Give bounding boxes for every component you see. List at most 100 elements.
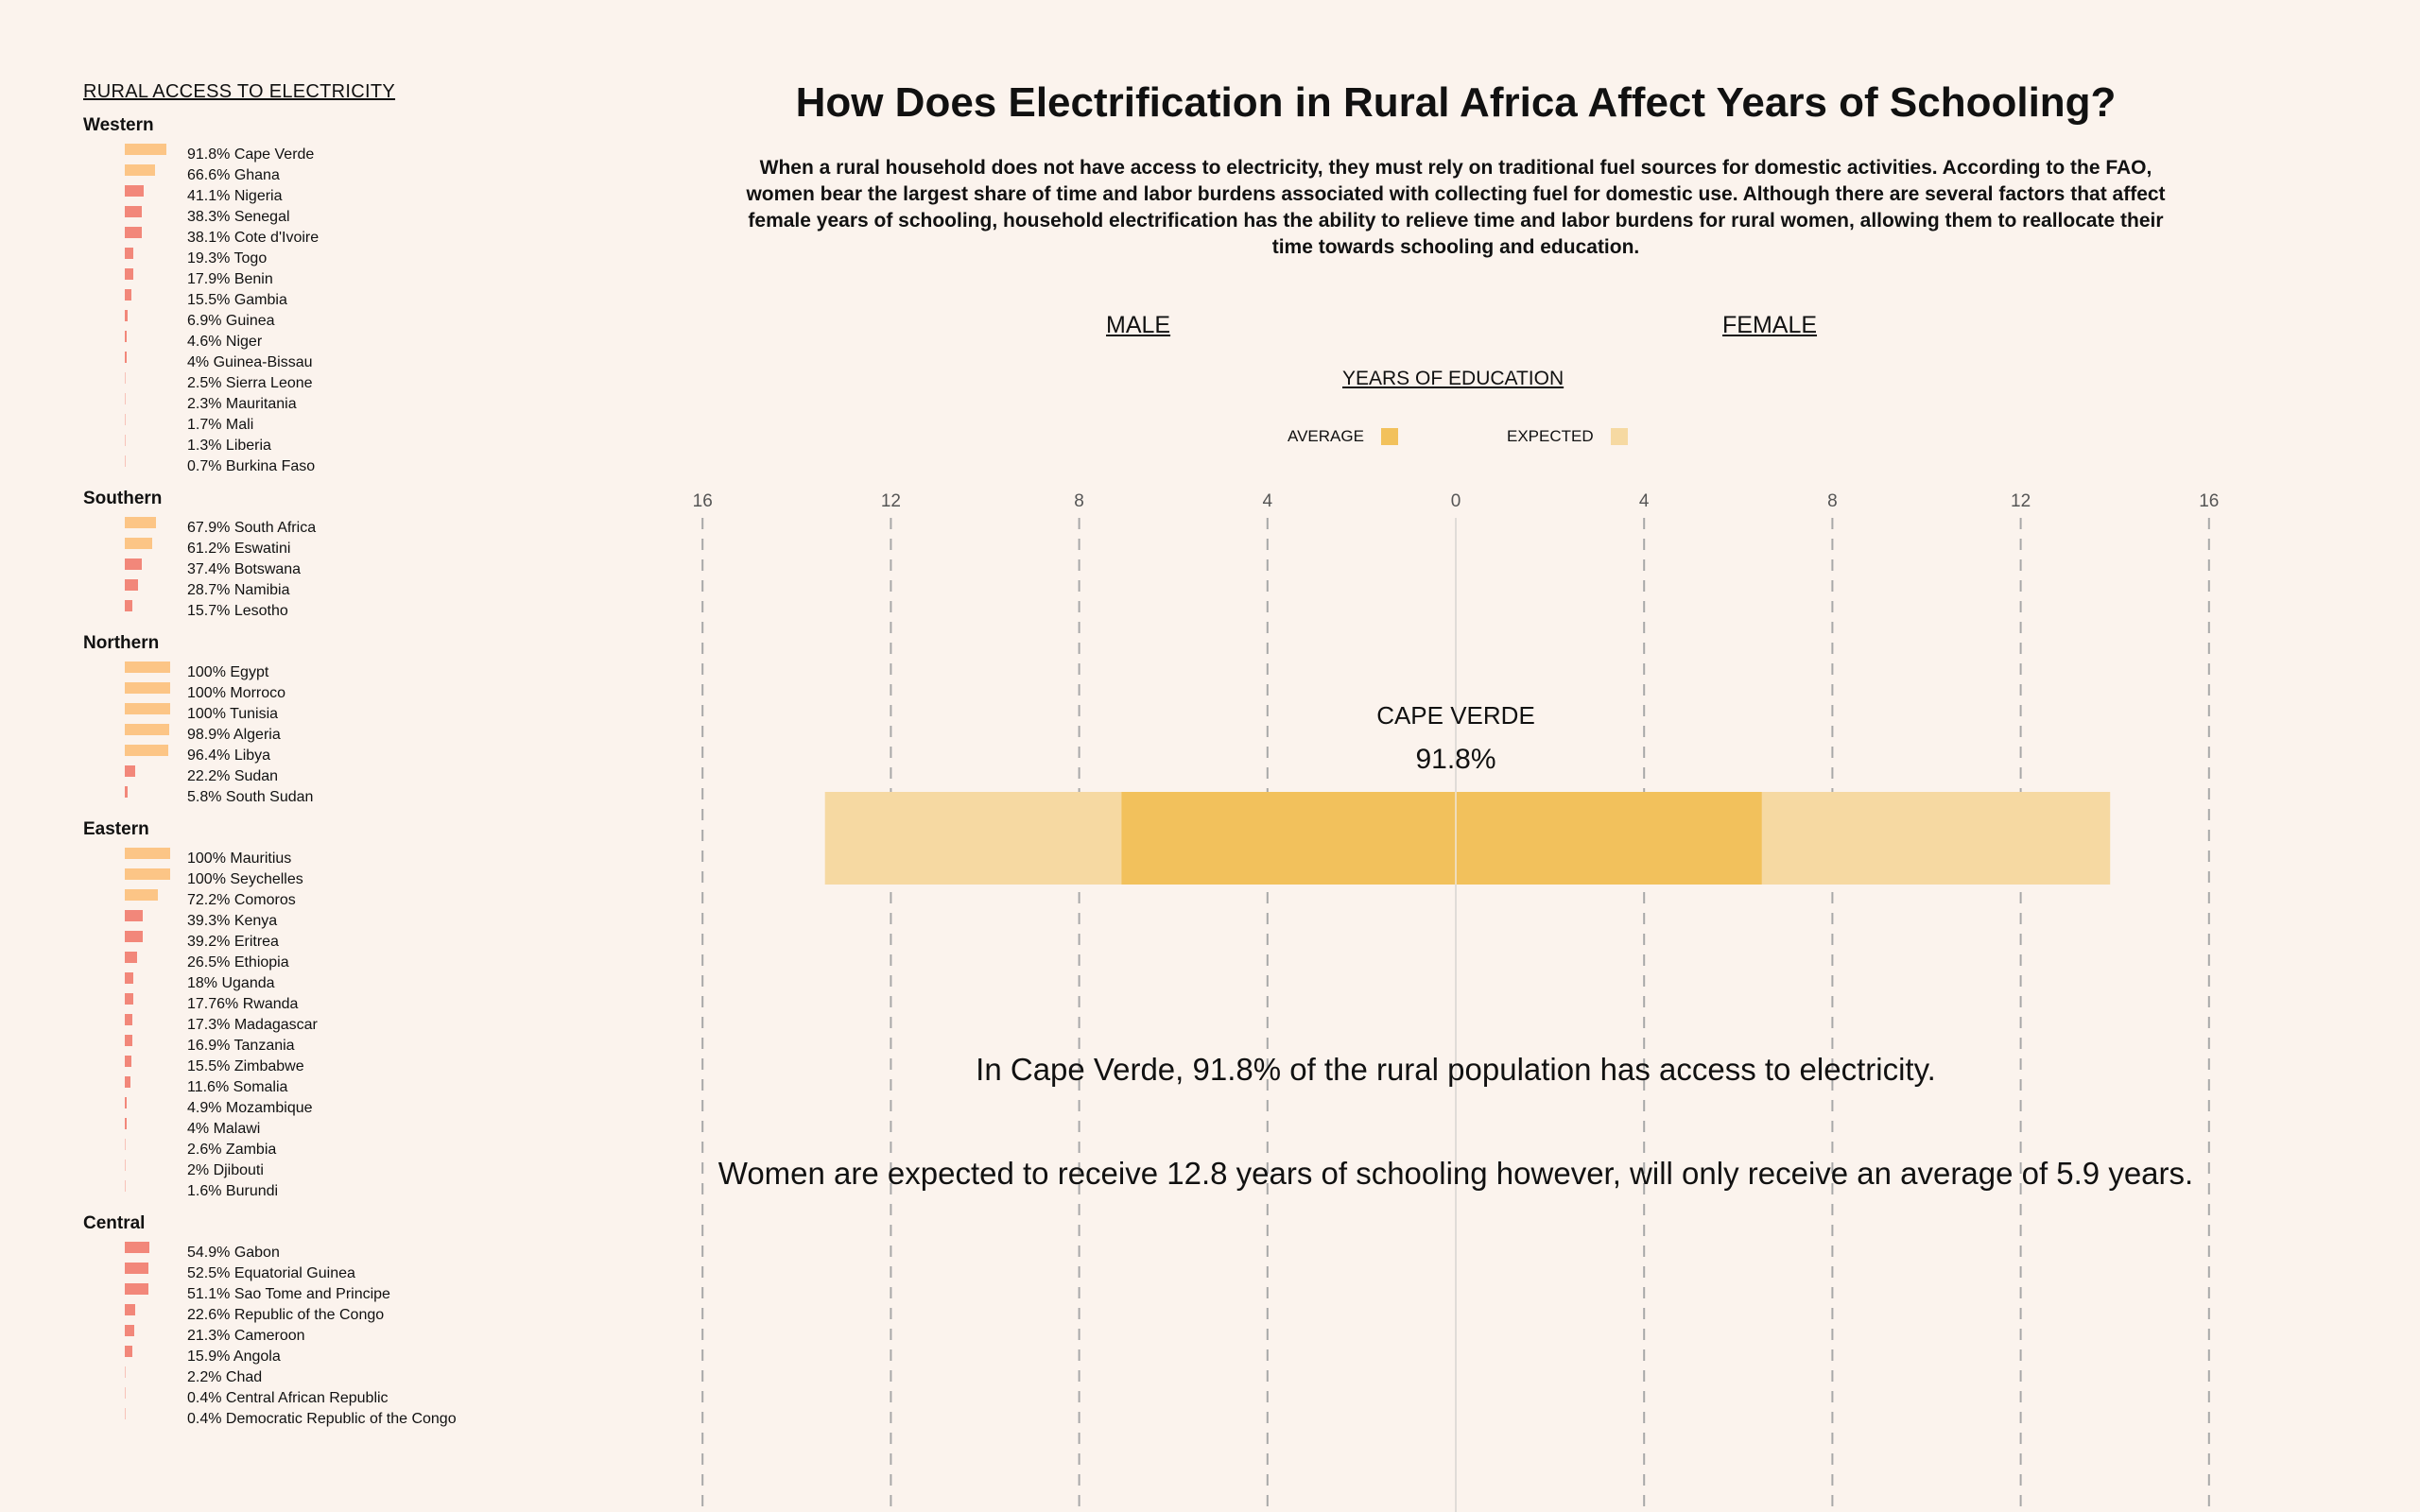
country-row[interactable]: 100% Seychelles <box>83 868 613 889</box>
country-row[interactable]: 39.3% Kenya <box>83 910 613 931</box>
country-row[interactable]: 0.4% Central African Republic <box>83 1387 613 1408</box>
country-access-bar <box>125 1304 135 1315</box>
country-row[interactable]: 2.5% Sierra Leone <box>83 372 613 393</box>
country-row[interactable]: 61.2% Eswatini <box>83 538 613 558</box>
country-label: 39.2% Eritrea <box>187 934 279 950</box>
country-access-bar <box>125 414 126 425</box>
country-row[interactable]: 5.8% South Sudan <box>83 786 613 807</box>
sidebar: RURAL ACCESS TO ELECTRICITY Western 91.8%… <box>83 81 613 1429</box>
country-row[interactable]: 2% Djibouti <box>83 1160 613 1180</box>
country-access-bar <box>125 372 127 384</box>
country-label: 38.3% Senegal <box>187 209 290 225</box>
country-row[interactable]: 1.3% Liberia <box>83 435 613 455</box>
country-access-bar <box>125 703 170 714</box>
country-row[interactable]: 11.6% Somalia <box>83 1076 613 1097</box>
country-row[interactable]: 18% Uganda <box>83 972 613 993</box>
country-row[interactable]: 15.7% Lesotho <box>83 600 613 621</box>
country-row[interactable]: 26.5% Ethiopia <box>83 952 613 972</box>
country-row[interactable]: 28.7% Namibia <box>83 579 613 600</box>
country-row[interactable]: 4% Guinea-Bissau <box>83 352 613 372</box>
country-access-bar <box>125 1408 126 1419</box>
country-row[interactable]: 38.3% Senegal <box>83 206 613 227</box>
country-row[interactable]: 0.7% Burkina Faso <box>83 455 613 476</box>
country-label: 100% Tunisia <box>187 706 279 722</box>
country-label: 0.4% Central African Republic <box>187 1390 389 1406</box>
country-row[interactable]: 4.9% Mozambique <box>83 1097 613 1118</box>
country-label: 1.3% Liberia <box>187 438 271 454</box>
country-access-bar <box>125 1387 126 1399</box>
country-label: 52.5% Equatorial Guinea <box>187 1265 355 1281</box>
country-access-bar <box>125 435 126 446</box>
country-row[interactable]: 17.76% Rwanda <box>83 993 613 1014</box>
country-row[interactable]: 4.6% Niger <box>83 331 613 352</box>
country-row[interactable]: 96.4% Libya <box>83 745 613 765</box>
country-label: 4% Guinea-Bissau <box>187 354 313 370</box>
country-row[interactable]: 15.5% Zimbabwe <box>83 1056 613 1076</box>
country-label: 22.2% Sudan <box>187 768 279 784</box>
country-row[interactable]: 15.5% Gambia <box>83 289 613 310</box>
country-label: 19.3% Togo <box>187 250 268 266</box>
country-row[interactable]: 0.4% Democratic Republic of the Congo <box>83 1408 613 1429</box>
country-row[interactable]: 6.9% Guinea <box>83 310 613 331</box>
page-title: How Does Electrification in Rural Africa… <box>795 79 2117 126</box>
country-row[interactable]: 67.9% South Africa <box>83 517 613 538</box>
country-row[interactable]: 37.4% Botswana <box>83 558 613 579</box>
country-row[interactable]: 100% Morroco <box>83 682 613 703</box>
country-row[interactable]: 100% Mauritius <box>83 848 613 868</box>
axis-title: YEARS OF EDUCATION <box>1342 368 1564 389</box>
country-row[interactable]: 41.1% Nigeria <box>83 185 613 206</box>
country-row[interactable]: 2.6% Zambia <box>83 1139 613 1160</box>
region-name: Western <box>83 115 154 135</box>
country-label: 21.3% Cameroon <box>187 1328 305 1344</box>
country-label: 0.7% Burkina Faso <box>187 458 316 474</box>
country-row[interactable]: 54.9% Gabon <box>83 1242 613 1263</box>
tick-label: 16 <box>693 491 713 511</box>
country-access-bar <box>125 352 127 363</box>
country-row[interactable]: 2.3% Mauritania <box>83 393 613 414</box>
country-row[interactable]: 38.1% Cote d'Ivoire <box>83 227 613 248</box>
country-row[interactable]: 51.1% Sao Tome and Principe <box>83 1283 613 1304</box>
country-row[interactable]: 66.6% Ghana <box>83 164 613 185</box>
country-row[interactable]: 22.6% Republic of the Congo <box>83 1304 613 1325</box>
country-label: 51.1% Sao Tome and Principe <box>187 1286 390 1302</box>
country-access-bar <box>125 144 167 155</box>
country-row[interactable]: 72.2% Comoros <box>83 889 613 910</box>
country-row[interactable]: 17.3% Madagascar <box>83 1014 613 1035</box>
country-row[interactable]: 1.7% Mali <box>83 414 613 435</box>
country-row[interactable]: 1.6% Burundi <box>83 1180 613 1201</box>
country-row[interactable]: 17.9% Benin <box>83 268 613 289</box>
country-access-bar <box>125 393 127 404</box>
country-access-bar <box>125 993 133 1005</box>
region-southern: Southern 67.9% South Africa 61.2% Eswatini… <box>83 489 613 621</box>
country-row[interactable]: 52.5% Equatorial Guinea <box>83 1263 613 1283</box>
country-row[interactable]: 100% Egypt <box>83 662 613 682</box>
legend-average: AVERAGE <box>1288 427 1398 446</box>
country-row[interactable]: 19.3% Togo <box>83 248 613 268</box>
country-row[interactable]: 15.9% Angola <box>83 1346 613 1366</box>
country-label: 18% Uganda <box>187 975 275 991</box>
country-access-bar <box>125 227 143 238</box>
country-label: 15.9% Angola <box>187 1349 281 1365</box>
country-label: 2% Djibouti <box>187 1162 264 1178</box>
description: When a rural household does not have acc… <box>746 157 2166 258</box>
country-row[interactable]: 4% Malawi <box>83 1118 613 1139</box>
country-access-bar <box>125 786 128 798</box>
country-row[interactable]: 2.2% Chad <box>83 1366 613 1387</box>
region-name: Central <box>83 1213 146 1233</box>
country-access-bar <box>125 1283 148 1295</box>
country-label: 22.6% Republic of the Congo <box>187 1307 385 1323</box>
country-row[interactable]: 21.3% Cameroon <box>83 1325 613 1346</box>
country-row[interactable]: 98.9% Algeria <box>83 724 613 745</box>
male-average-bar <box>1121 792 1456 885</box>
country-access-bar <box>125 1366 127 1378</box>
country-row[interactable]: 91.8% Cape Verde <box>83 144 613 164</box>
country-row[interactable]: 22.2% Sudan <box>83 765 613 786</box>
country-access-bar <box>125 848 170 859</box>
country-row[interactable]: 100% Tunisia <box>83 703 613 724</box>
country-access-bar <box>125 931 143 942</box>
tick-label: 0 <box>1451 491 1461 511</box>
country-access-bar <box>125 268 133 280</box>
country-row[interactable]: 16.9% Tanzania <box>83 1035 613 1056</box>
country-row[interactable]: 39.2% Eritrea <box>83 931 613 952</box>
country-access-bar <box>125 1160 126 1171</box>
